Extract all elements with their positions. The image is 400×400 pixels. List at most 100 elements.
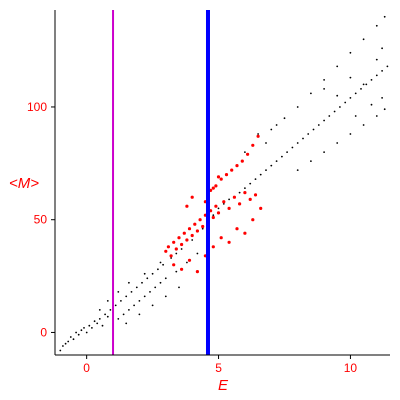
- data-point: [216, 211, 221, 215]
- data-point: [302, 137, 304, 140]
- data-point: [193, 222, 197, 226]
- data-point: [141, 281, 143, 284]
- data-point: [317, 124, 320, 126]
- data-point: [312, 128, 315, 131]
- data-point: [227, 206, 231, 210]
- data-point: [195, 229, 199, 233]
- data-point: [175, 270, 178, 273]
- data-point: [169, 254, 173, 258]
- data-point: [362, 83, 365, 86]
- data-point: [370, 103, 373, 106]
- data-point: [138, 313, 141, 316]
- data-point: [307, 133, 310, 135]
- data-point: [217, 207, 220, 210]
- y-tick-label-2: 100: [27, 100, 47, 114]
- data-point: [127, 281, 130, 284]
- data-point: [164, 249, 168, 253]
- y-tick-label-0: 0: [40, 325, 47, 339]
- data-point: [251, 143, 255, 147]
- data-point: [265, 169, 267, 172]
- data-point: [310, 92, 312, 95]
- data-point: [228, 198, 231, 201]
- data-point: [362, 124, 365, 126]
- data-point: [187, 258, 192, 262]
- data-point: [291, 146, 294, 149]
- data-point: [159, 281, 162, 284]
- data-point: [296, 169, 299, 172]
- data-point: [62, 345, 64, 347]
- data-point: [386, 65, 389, 68]
- data-point: [259, 206, 263, 210]
- y-axis-ticks: [51, 106, 55, 333]
- data-point: [224, 173, 229, 177]
- data-point: [98, 309, 101, 311]
- data-point: [125, 295, 128, 298]
- x-tick-label-0: 0: [83, 361, 90, 375]
- data-point: [336, 142, 339, 144]
- data-point: [270, 128, 273, 131]
- data-point: [146, 277, 149, 280]
- data-point: [235, 164, 239, 168]
- x-tick-label-1: 5: [215, 361, 222, 375]
- data-point: [211, 245, 215, 249]
- data-point: [88, 324, 91, 327]
- data-point: [164, 277, 167, 280]
- data-point: [159, 261, 162, 264]
- data-point: [101, 324, 104, 327]
- data-point: [275, 124, 278, 126]
- data-point: [375, 24, 378, 27]
- data-point: [216, 175, 221, 179]
- data-point: [333, 110, 336, 113]
- data-point: [244, 151, 246, 154]
- data-point: [125, 322, 128, 325]
- data-point: [190, 195, 194, 199]
- data-point: [83, 327, 85, 329]
- data-point: [219, 236, 223, 240]
- data-point: [149, 291, 151, 293]
- data-point: [323, 88, 325, 90]
- data-point: [275, 160, 278, 163]
- data-point: [246, 152, 250, 156]
- data-point: [157, 268, 159, 271]
- data-point: [67, 340, 70, 343]
- data-point: [296, 142, 299, 144]
- data-point: [270, 164, 273, 167]
- data-point: [323, 151, 325, 154]
- data-point: [164, 295, 167, 298]
- data-point: [243, 231, 247, 235]
- data-point: [127, 309, 130, 311]
- data-point: [349, 76, 352, 79]
- data-point: [222, 203, 225, 205]
- y-axis-label: <M>: [9, 175, 39, 192]
- data-point: [256, 134, 260, 138]
- data-point: [230, 168, 234, 172]
- data-point: [354, 92, 357, 95]
- data-point: [238, 191, 241, 194]
- data-point: [375, 74, 378, 77]
- data-point: [143, 272, 146, 275]
- data-point: [240, 159, 244, 163]
- data-point: [253, 193, 258, 197]
- data-point: [232, 195, 236, 199]
- data-point: [201, 227, 204, 230]
- data-point: [93, 320, 96, 323]
- data-point: [195, 270, 199, 274]
- data-point: [251, 218, 255, 222]
- data-point: [254, 178, 257, 181]
- data-point: [191, 239, 194, 241]
- data-point: [117, 318, 120, 320]
- data-point: [381, 70, 383, 72]
- data-point: [238, 202, 242, 206]
- data-point: [211, 186, 215, 190]
- data-point: [182, 231, 186, 235]
- data-point: [180, 242, 184, 247]
- data-point: [120, 300, 122, 302]
- x-tick-label-2: 10: [344, 361, 358, 375]
- data-point: [281, 155, 283, 158]
- data-point: [104, 313, 106, 316]
- data-point: [249, 182, 252, 185]
- data-point: [187, 227, 192, 231]
- data-point: [98, 318, 101, 320]
- data-point: [133, 304, 136, 307]
